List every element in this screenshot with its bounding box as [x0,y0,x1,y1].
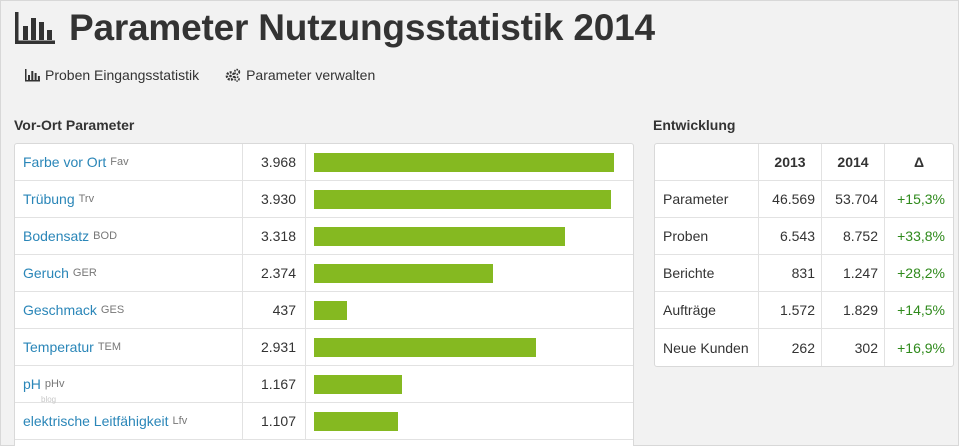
usage-bar [314,337,536,357]
parameter-link[interactable]: Temperatur [23,339,94,355]
parameter-code: Fav [110,156,129,168]
table-row: Farbe vor Ort Fav 3.968 [15,144,633,181]
table-row: Trübung Trv 3.930 [15,181,633,218]
usage-bar [314,411,398,431]
table-row: Parameter 46.569 53.704 +15,3% [655,181,953,218]
parameter-count: 2.931 [243,329,306,365]
table-row: Geschmack GES 437 [15,292,633,329]
row-label: Parameter [655,181,759,217]
parameter-link[interactable]: elektrische Leitfähigkeit [23,413,169,429]
parameter-verwalten-label: Parameter verwalten [246,67,376,83]
parameter-count: 437 [243,292,306,328]
parameter-code: Trv [78,193,95,205]
usage-bar [314,152,614,172]
gears-icon [225,68,241,82]
table-row: Geruch GER 2.374 [15,255,633,292]
value-2013: 831 [759,255,822,291]
delta-value: +15,3% [897,191,945,207]
row-label: Neue Kunden [655,329,759,366]
delta-value: +16,9% [897,339,945,356]
parameter-link[interactable]: Trübung [23,191,75,207]
parameter-link[interactable]: Bodensatz [23,228,90,244]
parameter-table: Farbe vor Ort Fav 3.968 Trübung Trv 3.930 … [14,143,634,446]
column-header-2014: 2014 [822,144,885,180]
value-2014: 53.704 [822,181,885,217]
page-title: Parameter Nutzungsstatistik 2014 [13,7,655,49]
value-2014: 302 [822,329,885,366]
table-row: Bodensatz BOD 3.318 [15,218,633,255]
value-2013: 1.572 [759,292,822,328]
value-2014: 1.829 [822,292,885,328]
parameter-count: 3.968 [243,144,306,180]
row-label: Berichte [655,255,759,291]
watermark: blog [41,395,57,404]
toolbar: Proben Eingangsstatistik Parameter verwa… [25,67,401,83]
usage-bar [314,226,565,246]
delta-value: +33,8% [897,228,945,244]
proben-eingangsstatistik-label: Proben Eingangsstatistik [45,67,200,83]
value-2013: 262 [759,329,822,366]
proben-eingangsstatistik-button[interactable]: Proben Eingangsstatistik [25,67,199,83]
parameter-link[interactable]: Farbe vor Ort [23,154,107,170]
row-label: Aufträge [655,292,759,328]
table-row: Temperatur TEM 2.931 [15,329,633,366]
parameter-code: TEM [97,341,122,353]
parameter-count: 3.318 [243,218,306,254]
column-header-delta: Δ [913,154,925,170]
value-2013: 6.543 [759,218,822,254]
entwicklung-heading: Entwicklung [653,117,736,133]
table-row: Berichte 831 1.247 +28,2% [655,255,953,292]
value-2014: 8.752 [822,218,885,254]
table-row: Neue Kunden 262 302 +16,9% [655,329,953,366]
parameter-code: BOD [93,230,118,242]
parameter-count: 1.167 [243,366,306,402]
parameter-code: Lfv [172,415,188,427]
vor-ort-parameter-heading: Vor-Ort Parameter [14,117,135,133]
delta-value: +14,5% [897,302,945,318]
table-header-row: 2013 2014 Δ [655,144,953,181]
usage-bar [314,189,611,209]
column-header-2013: 2013 [759,144,822,180]
usage-bar [314,374,402,394]
table-row: Aufträge 1.572 1.829 +14,5% [655,292,953,329]
parameter-count: 2.374 [243,255,306,291]
table-row: Proben 6.543 8.752 +33,8% [655,218,953,255]
row-label: Proben [655,218,759,254]
parameter-link[interactable]: Geschmack [23,302,97,318]
bar-chart-icon [13,8,57,48]
parameter-link[interactable]: pH [23,376,41,392]
parameter-code: pHv [44,378,65,390]
value-2014: 1.247 [822,255,885,291]
parameter-count: 1.107 [243,403,306,439]
table-row: elektrische Leitfähigkeit Lfv 1.107 [15,403,633,440]
parameter-code: GER [72,267,97,279]
parameter-code: GES [100,304,125,316]
delta-value: +28,2% [897,265,945,281]
table-row: pH pHv 1.167 [15,366,633,403]
usage-bar [314,263,493,283]
bar-chart-icon [25,68,40,81]
value-2013: 46.569 [759,181,822,217]
parameter-link[interactable]: Geruch [23,265,69,281]
parameter-verwalten-button[interactable]: Parameter verwalten [225,67,375,83]
page-title-text: Parameter Nutzungsstatistik 2014 [69,7,655,48]
parameter-count: 3.930 [243,181,306,217]
usage-bar [314,300,347,320]
entwicklung-table: 2013 2014 Δ Parameter 46.569 53.704 +15,… [654,143,954,367]
